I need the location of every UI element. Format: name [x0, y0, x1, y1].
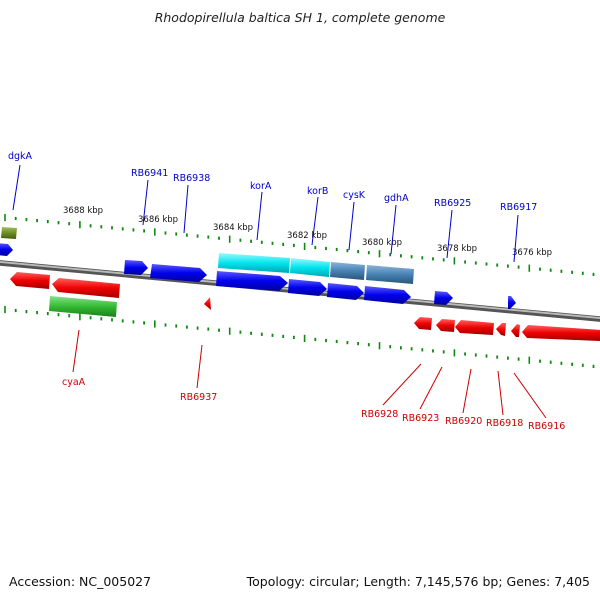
- gene-arrow-reverse[interactable]: [436, 319, 455, 332]
- gene-arrow-forward[interactable]: [1, 227, 17, 239]
- gene-arrow-reverse[interactable]: [204, 297, 211, 310]
- reverse-genes: [10, 272, 600, 341]
- gene-arrow-reverse[interactable]: [496, 323, 506, 336]
- gene-arrow-forward[interactable]: [366, 265, 414, 284]
- gene-arrow-reverse[interactable]: [522, 325, 600, 341]
- reverse-labels: cyaA RB6937 RB6928 RB6923 RB6920 RB6918 …: [62, 377, 565, 432]
- forward-leaders: [12, 164, 519, 263]
- gene-label-RB6928[interactable]: RB6928: [361, 409, 398, 420]
- gene-label-RB6938[interactable]: RB6938: [173, 173, 210, 184]
- gene-arrow-forward[interactable]: [0, 243, 13, 256]
- gene-label-RB6920[interactable]: RB6920: [445, 416, 482, 427]
- gene-label-RB6937[interactable]: RB6937: [180, 392, 217, 403]
- gene-arrow-forward[interactable]: [216, 271, 288, 291]
- gene-label-RB6923[interactable]: RB6923: [402, 413, 439, 424]
- gene-label-dgkA[interactable]: dgkA: [8, 151, 33, 162]
- gene-arrow-forward[interactable]: [434, 291, 453, 305]
- gene-arrow-forward[interactable]: [364, 286, 411, 304]
- gene-arrow-forward[interactable]: [330, 262, 365, 280]
- gene-arrow-reverse[interactable]: [10, 272, 50, 289]
- ruler-lower: [4, 305, 595, 368]
- kbp-label: 3682 kbp: [287, 231, 327, 241]
- gene-label-RB6918[interactable]: RB6918: [486, 418, 523, 429]
- gene-label-RB6925[interactable]: RB6925: [434, 198, 471, 209]
- gene-label-cyaA[interactable]: cyaA: [62, 377, 86, 388]
- gene-arrow-reverse[interactable]: [49, 296, 117, 317]
- kbp-label: 3678 kbp: [437, 244, 477, 254]
- forward-labels: dgkA RB6941 RB6938 korA korB cysK gdhA R…: [8, 151, 537, 213]
- gene-label-gdhA[interactable]: gdhA: [384, 193, 409, 204]
- map-title: Rhodopirellula baltica SH 1, complete ge…: [155, 10, 446, 25]
- forward-genes: [0, 227, 516, 309]
- gene-arrow-reverse[interactable]: [511, 324, 520, 337]
- reverse-leaders: [72, 329, 547, 419]
- gene-arrow-forward[interactable]: [124, 260, 148, 275]
- kbp-label: 3676 kbp: [512, 248, 552, 258]
- gene-arrow-forward[interactable]: [218, 253, 290, 273]
- gene-arrow-reverse[interactable]: [52, 278, 120, 298]
- gene-arrow-forward[interactable]: [288, 279, 327, 296]
- gene-label-RB6917[interactable]: RB6917: [500, 202, 537, 213]
- gene-label-korA[interactable]: korA: [250, 181, 272, 192]
- accession-text: Accession: NC_005027: [9, 574, 151, 589]
- gene-arrow-forward[interactable]: [327, 283, 364, 300]
- kbp-label: 3688 kbp: [63, 206, 103, 216]
- gene-arrow-forward[interactable]: [508, 296, 516, 309]
- gene-label-cysK[interactable]: cysK: [343, 190, 366, 201]
- gene-arrow-forward[interactable]: [290, 258, 330, 277]
- ruler-labels: 3688 kbp 3686 kbp 3684 kbp 3682 kbp 3680…: [63, 206, 552, 258]
- kbp-label: 3680 kbp: [362, 238, 402, 248]
- gene-label-RB6941[interactable]: RB6941: [131, 168, 168, 179]
- kbp-label: 3686 kbp: [138, 215, 178, 225]
- gene-arrow-forward[interactable]: [150, 264, 207, 282]
- gene-arrow-reverse[interactable]: [414, 317, 432, 330]
- gene-arrow-reverse[interactable]: [455, 320, 494, 335]
- gene-label-korB[interactable]: korB: [307, 186, 328, 197]
- genome-summary-text: Topology: circular; Length: 7,145,576 bp…: [246, 574, 590, 589]
- kbp-label: 3684 kbp: [213, 223, 253, 233]
- ruler-upper: [4, 213, 595, 276]
- gene-label-RB6916[interactable]: RB6916: [528, 421, 565, 432]
